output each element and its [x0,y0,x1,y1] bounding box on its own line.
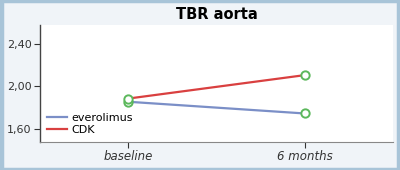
Line: everolimus: everolimus [124,98,309,118]
CDK [302,74,307,76]
Title: TBR aorta: TBR aorta [176,7,258,22]
Line: CDK: CDK [124,71,309,103]
Legend: everolimus, CDK: everolimus, CDK [46,112,134,136]
CDK [126,98,131,100]
everolimus [126,101,131,103]
everolimus [302,113,307,115]
